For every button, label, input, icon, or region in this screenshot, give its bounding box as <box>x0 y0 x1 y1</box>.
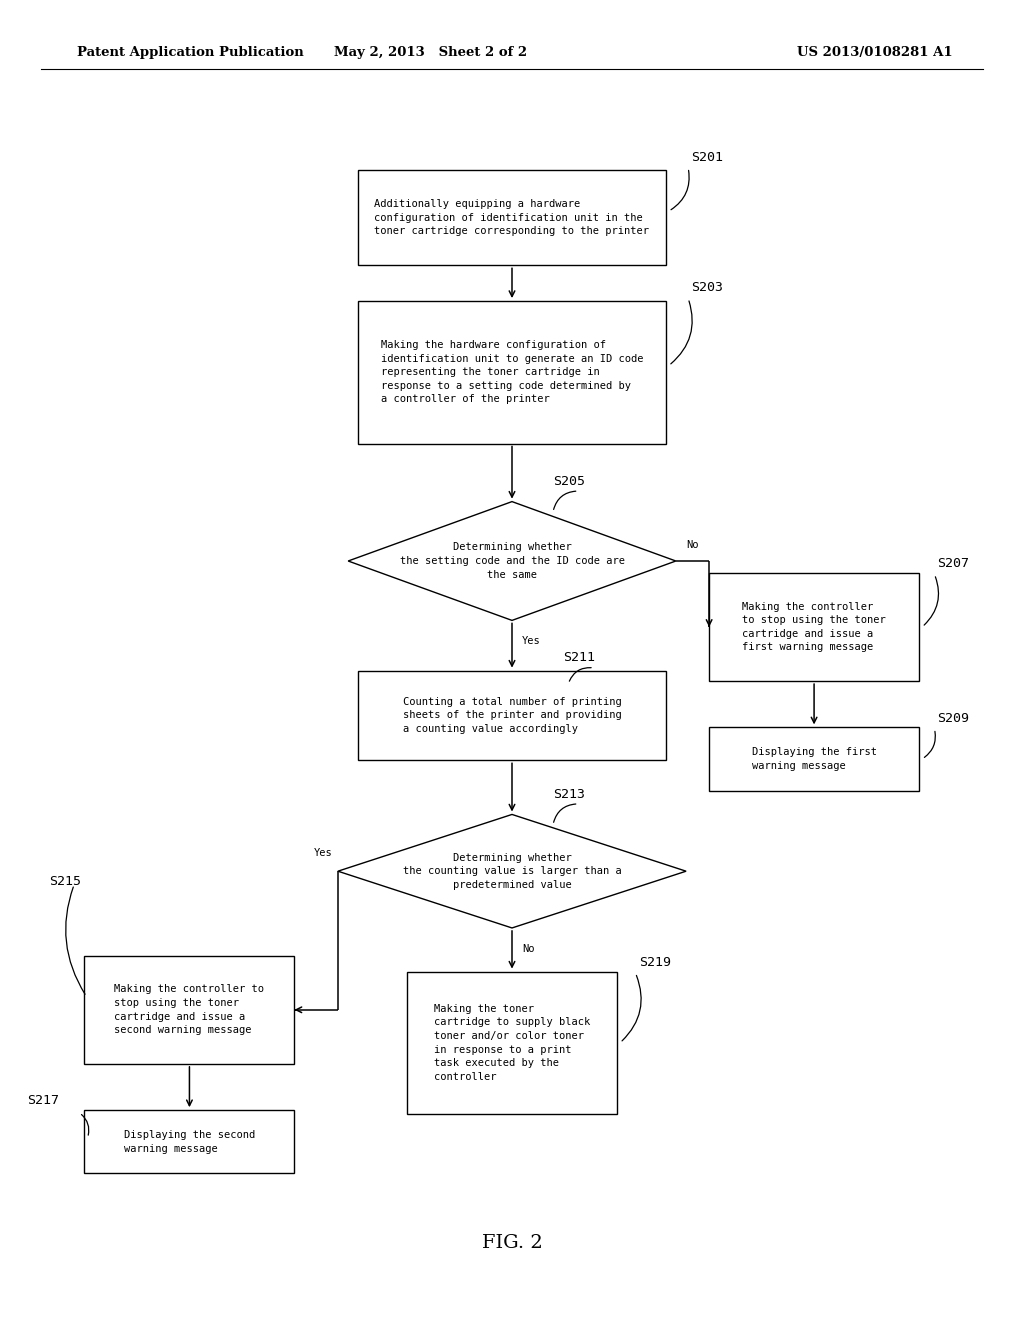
Text: Additionally equipping a hardware
configuration of identification unit in the
to: Additionally equipping a hardware config… <box>375 199 649 236</box>
Text: No: No <box>522 944 535 954</box>
Bar <box>84 1110 295 1173</box>
Text: Yes: Yes <box>522 636 541 647</box>
Polygon shape <box>348 502 676 620</box>
Text: Making the controller
to stop using the toner
cartridge and issue a
first warnin: Making the controller to stop using the … <box>742 602 886 652</box>
Text: US 2013/0108281 A1: US 2013/0108281 A1 <box>797 46 952 59</box>
Bar <box>358 671 666 760</box>
Text: S201: S201 <box>691 150 723 164</box>
Text: S219: S219 <box>639 956 672 969</box>
Text: Making the toner
cartridge to supply black
toner and/or color toner
in response : Making the toner cartridge to supply bla… <box>434 1003 590 1082</box>
Bar <box>84 956 295 1064</box>
Text: S217: S217 <box>27 1094 59 1107</box>
Bar <box>709 727 920 791</box>
Text: Displaying the second
warning message: Displaying the second warning message <box>124 1130 255 1154</box>
Text: S211: S211 <box>563 651 595 664</box>
Text: S213: S213 <box>553 788 585 801</box>
Text: S203: S203 <box>691 281 723 294</box>
Text: May 2, 2013   Sheet 2 of 2: May 2, 2013 Sheet 2 of 2 <box>334 46 526 59</box>
Polygon shape <box>338 814 686 928</box>
Text: No: No <box>686 540 698 550</box>
Text: FIG. 2: FIG. 2 <box>481 1234 543 1253</box>
Text: S205: S205 <box>553 475 585 488</box>
Text: Yes: Yes <box>314 847 333 858</box>
Bar <box>408 972 616 1114</box>
Text: Determining whether
the counting value is larger than a
predetermined value: Determining whether the counting value i… <box>402 853 622 890</box>
Text: S215: S215 <box>49 875 81 888</box>
Bar <box>358 301 666 444</box>
Bar <box>358 170 666 265</box>
Text: Patent Application Publication: Patent Application Publication <box>77 46 303 59</box>
Text: Displaying the first
warning message: Displaying the first warning message <box>752 747 877 771</box>
Text: S209: S209 <box>938 711 970 725</box>
Text: Determining whether
the setting code and the ID code are
the same: Determining whether the setting code and… <box>399 543 625 579</box>
Text: S207: S207 <box>938 557 970 570</box>
Text: Counting a total number of printing
sheets of the printer and providing
a counti: Counting a total number of printing shee… <box>402 697 622 734</box>
Bar <box>709 573 920 681</box>
Text: Making the controller to
stop using the toner
cartridge and issue a
second warni: Making the controller to stop using the … <box>115 985 264 1035</box>
Text: Making the hardware configuration of
identification unit to generate an ID code
: Making the hardware configuration of ide… <box>381 341 643 404</box>
